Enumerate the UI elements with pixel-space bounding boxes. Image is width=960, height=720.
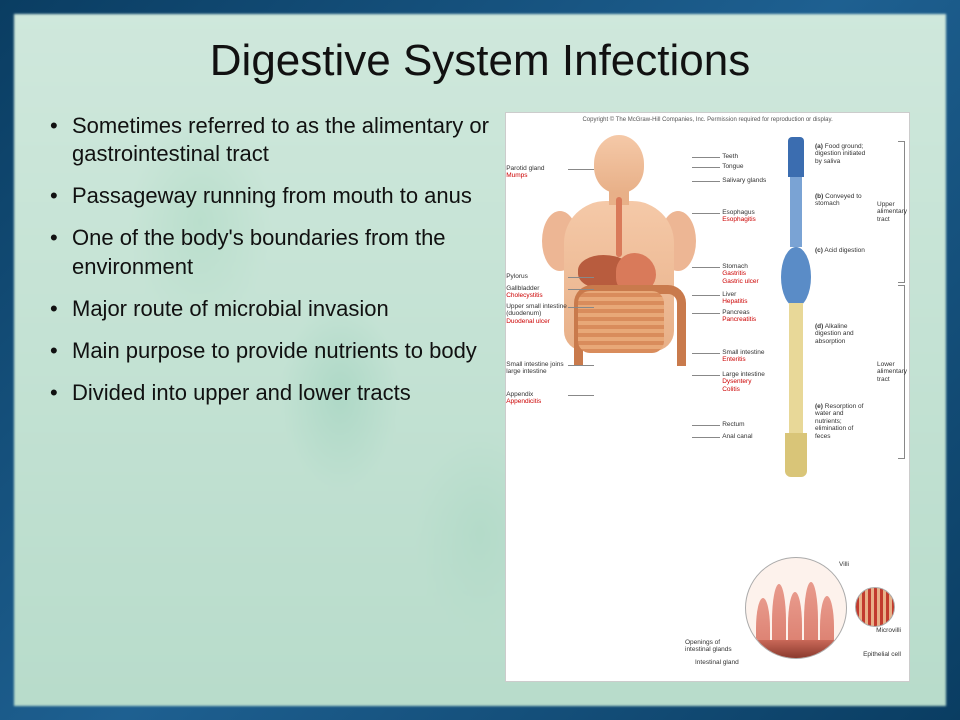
slide-content: Digestive System Infections Sometimes re…: [14, 14, 946, 706]
anatomy-label: Rectum: [722, 421, 794, 428]
anatomy-label: Salivary glands: [722, 177, 794, 184]
head: [594, 135, 644, 193]
leader-line: [568, 307, 594, 308]
anatomy-label: Small intestineEnteritis: [722, 349, 794, 364]
microvilli-circle: [855, 587, 895, 627]
slide-frame: Digestive System Infections Sometimes re…: [0, 0, 960, 720]
label-microvilli: Microvilli: [876, 627, 901, 634]
anatomy-label: Upper small intestine (duodenum)Duodenal…: [506, 303, 570, 325]
anatomy-label: Tongue: [722, 163, 794, 170]
anatomy-label: Anal canal: [722, 433, 794, 440]
bracket-label: Upper alimentary tract: [877, 201, 911, 223]
leader-line: [692, 267, 720, 268]
anatomy-label: AppendixAppendicitis: [506, 391, 570, 406]
leader-line: [692, 213, 720, 214]
anatomy-label: PancreasPancreatitis: [722, 309, 794, 324]
tube-stage-label: (e) Resorption of water and nutrients; e…: [815, 403, 869, 440]
bullet-item: Sometimes referred to as the alimentary …: [50, 112, 497, 168]
leader-line: [692, 425, 720, 426]
anatomy-label: Teeth: [722, 153, 794, 160]
bullet-item: Major route of microbial invasion: [50, 295, 497, 323]
leader-line: [692, 181, 720, 182]
leader-line: [692, 295, 720, 296]
tube-stage-label: (c) Acid digestion: [815, 247, 869, 254]
label-villi: Villi: [839, 561, 849, 568]
label-gland: Intestinal gland: [695, 659, 741, 666]
esophagus: [616, 197, 622, 257]
label-openings: Openings of intestinal glands: [685, 639, 741, 654]
leader-line: [692, 167, 720, 168]
leader-line: [692, 313, 720, 314]
leader-line: [692, 353, 720, 354]
small-intestine: [578, 291, 664, 353]
leader-line: [692, 437, 720, 438]
leader-line: [568, 289, 594, 290]
leader-line: [568, 277, 594, 278]
anatomy-figure: Copyright © The McGraw-Hill Companies, I…: [505, 112, 910, 682]
label-epithelial: Epithelial cell: [863, 651, 901, 658]
tube-stage-label: (a) Food ground; digestion initiated by …: [815, 143, 869, 165]
anatomy-label: Large intestineDysenteryColitis: [722, 371, 794, 393]
leader-line: [568, 365, 594, 366]
villi-inset: Villi Microvilli Epithelial cell Opening…: [745, 557, 895, 667]
tube-stage-label: (d) Alkaline digestion and absorption: [815, 323, 869, 345]
slide-body: Sometimes referred to as the alimentary …: [50, 112, 910, 682]
bracket-label: Lower alimentary tract: [877, 361, 911, 383]
anatomy-label: Small intestine joins large intestine: [506, 361, 570, 376]
anatomy-label: Parotid glandMumps: [506, 165, 570, 180]
bullet-item: Divided into upper and lower tracts: [50, 379, 497, 407]
tube-stage-label: (b) Conveyed to stomach: [815, 193, 869, 208]
anatomy-label: GallbladderCholecystitis: [506, 285, 570, 300]
villi-circle: [745, 557, 847, 659]
bullet-item: Main purpose to provide nutrients to bod…: [50, 337, 497, 365]
leader-line: [568, 395, 594, 396]
intestinal-wall: [746, 640, 846, 658]
anatomy-label: Pylorus: [506, 273, 570, 280]
leader-line: [568, 169, 594, 170]
bullet-item: One of the body's boundaries from the en…: [50, 224, 497, 280]
leader-line: [692, 157, 720, 158]
anatomy-label: StomachGastritisGastric ulcer: [722, 263, 794, 285]
anatomy-label: EsophagusEsophagitis: [722, 209, 794, 224]
anatomy-label: LiverHepatitis: [722, 291, 794, 306]
bullet-list: Sometimes referred to as the alimentary …: [50, 112, 497, 682]
figure-copyright: Copyright © The McGraw-Hill Companies, I…: [506, 117, 909, 123]
slide-title: Digestive System Infections: [50, 36, 910, 86]
leader-line: [692, 375, 720, 376]
bullet-item: Passageway running from mouth to anus: [50, 182, 497, 210]
